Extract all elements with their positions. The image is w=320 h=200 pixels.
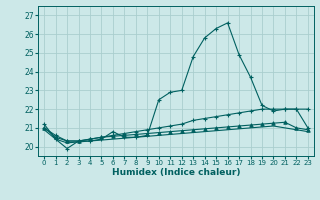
X-axis label: Humidex (Indice chaleur): Humidex (Indice chaleur) [112,168,240,177]
